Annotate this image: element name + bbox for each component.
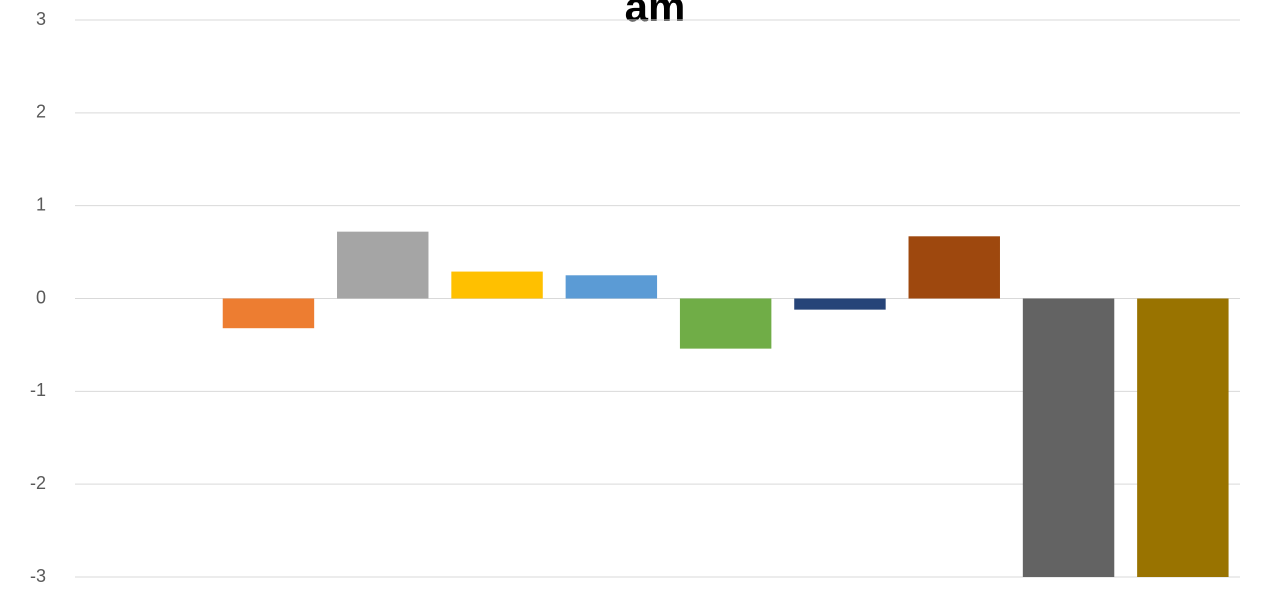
y-tick-label: -1	[30, 380, 46, 400]
bar	[337, 231, 429, 299]
chart-title: am	[625, 0, 686, 30]
bar	[794, 298, 886, 310]
bar	[565, 275, 658, 299]
bar	[222, 298, 315, 329]
bar	[679, 298, 772, 349]
bar	[451, 271, 543, 299]
y-tick-label: -3	[30, 566, 46, 586]
y-tick-label: 2	[36, 102, 46, 122]
bar	[908, 236, 1000, 299]
y-tick-label: 3	[36, 9, 46, 29]
bar	[1137, 298, 1229, 577]
y-tick-label: 0	[36, 287, 46, 307]
y-tick-label: -2	[30, 473, 46, 493]
bar	[1022, 298, 1115, 577]
y-tick-label: 1	[36, 194, 46, 214]
